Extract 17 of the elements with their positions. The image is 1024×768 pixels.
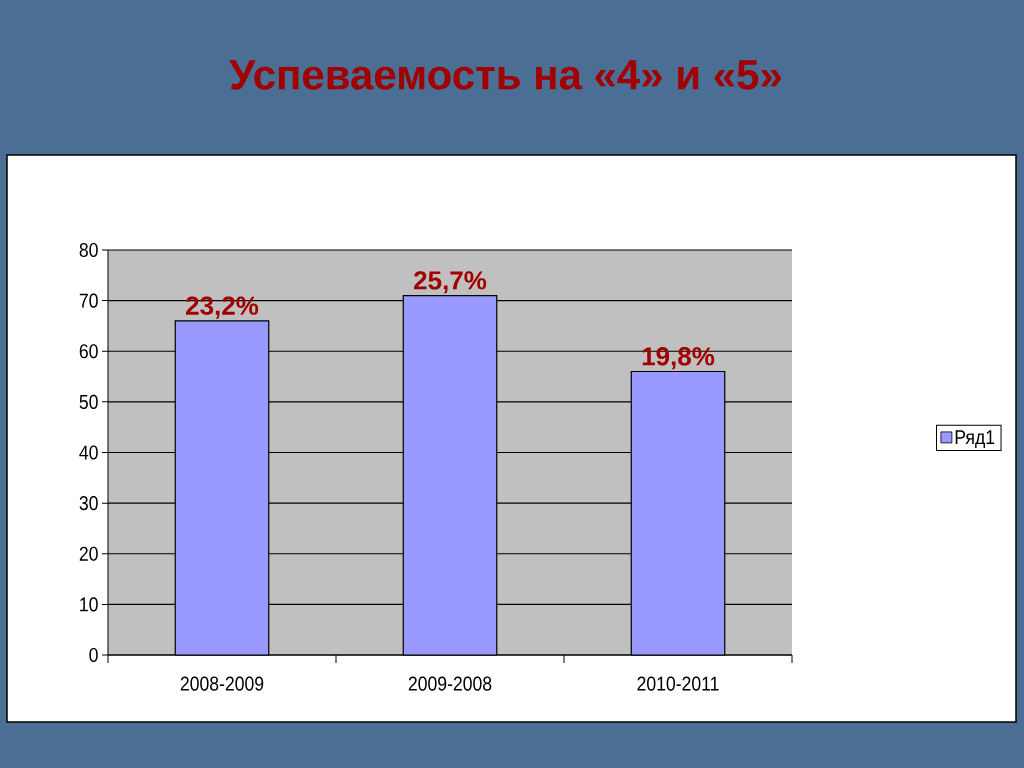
annotation: 25,7% bbox=[414, 271, 487, 294]
x-tick-label: 2010-2011 bbox=[637, 676, 719, 691]
x-tick-label: 2009-2008 bbox=[408, 676, 492, 691]
annotation: 23,2% bbox=[186, 296, 259, 319]
y-tick-label: 30 bbox=[79, 496, 98, 511]
y-tick-label: 10 bbox=[80, 597, 98, 612]
y-tick-label: 20 bbox=[79, 546, 98, 561]
legend-label: Ряд1 bbox=[955, 430, 995, 449]
chart-title: Успеваемость на «4» и «5» bbox=[229, 60, 781, 90]
y-tick-label: 40 bbox=[79, 445, 98, 460]
y-tick-label: 80 bbox=[79, 242, 98, 258]
x-tick-label: 2008-2009 bbox=[180, 676, 264, 691]
y-tick-label: 50 bbox=[79, 394, 98, 409]
y-tick-label: 70 bbox=[79, 293, 98, 308]
y-tick-label: 60 bbox=[79, 344, 98, 359]
annotation: 19,8% bbox=[642, 347, 715, 370]
y-tick-label: 0 bbox=[89, 647, 98, 663]
